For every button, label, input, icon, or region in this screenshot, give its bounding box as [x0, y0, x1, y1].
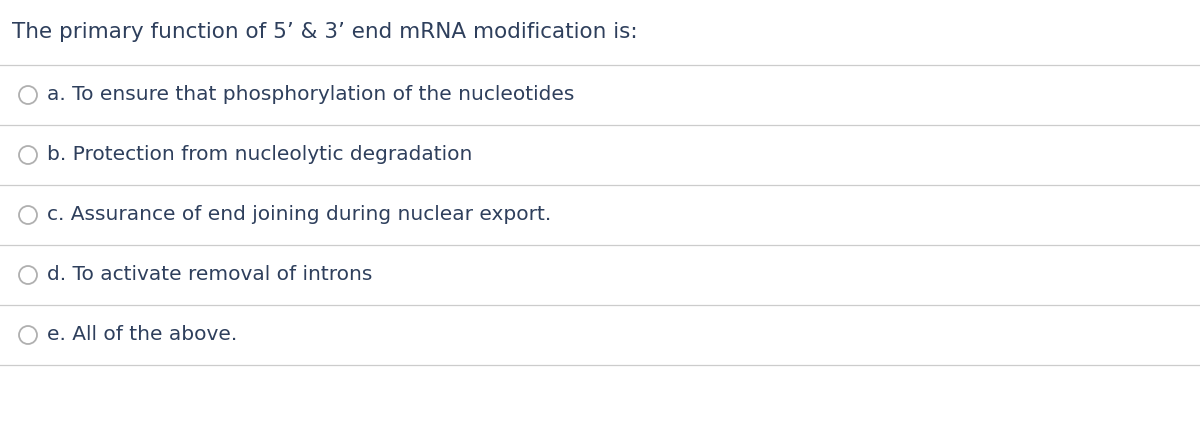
Text: e. All of the above.: e. All of the above. [47, 325, 238, 344]
Text: c. Assurance of end joining during nuclear export.: c. Assurance of end joining during nucle… [47, 205, 551, 224]
Text: The primary function of 5’ & 3’ end mRNA modification is:: The primary function of 5’ & 3’ end mRNA… [12, 22, 637, 42]
Text: a. To ensure that phosphorylation of the nucleotides: a. To ensure that phosphorylation of the… [47, 85, 575, 104]
Text: b. Protection from nucleolytic degradation: b. Protection from nucleolytic degradati… [47, 146, 473, 165]
Text: d. To activate removal of introns: d. To activate removal of introns [47, 266, 372, 285]
